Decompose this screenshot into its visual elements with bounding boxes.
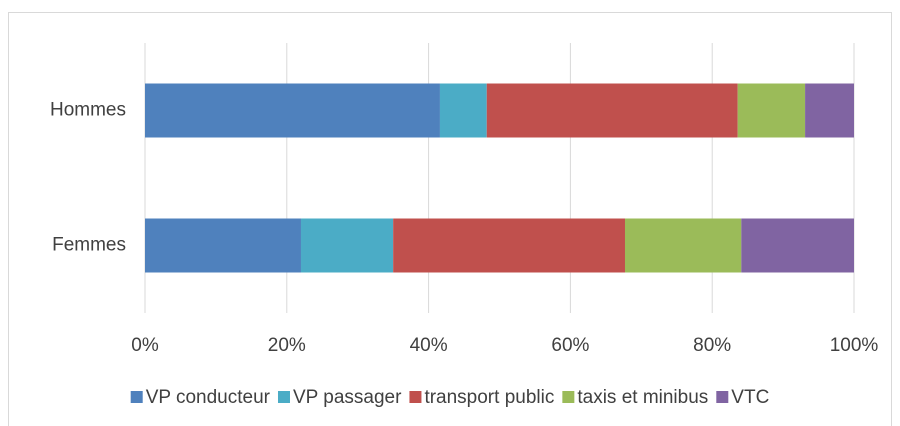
bar-segment (737, 83, 806, 138)
legend-swatch (409, 391, 422, 403)
x-tick-label: 80% (693, 335, 731, 356)
bar-segment (145, 83, 440, 138)
bar-segment (741, 218, 854, 273)
legend-label: VP passager (293, 387, 402, 408)
legend-label: VP conducteur (146, 387, 271, 408)
x-tick-label: 60% (551, 335, 589, 356)
bar-segment (300, 218, 394, 273)
bar-segment (393, 218, 625, 273)
y-tick-label: Hommes (50, 100, 126, 121)
x-tick-label: 0% (131, 335, 159, 356)
legend-label: taxis et minibus (577, 387, 708, 408)
bar-segment (805, 83, 854, 138)
y-tick-label: Femmes (52, 235, 126, 256)
bar-segment (486, 83, 738, 138)
x-tick-label: 40% (410, 335, 448, 356)
bar-segment (624, 218, 742, 273)
legend-label: transport public (424, 387, 554, 408)
legend-swatch (130, 391, 143, 403)
legend-label: VTC (731, 387, 769, 408)
bar-segment (439, 83, 487, 138)
x-tick-label: 20% (268, 335, 306, 356)
legend-swatch (716, 391, 729, 403)
legend-swatch (277, 391, 290, 403)
bar-segment (145, 218, 301, 273)
legend-swatch (562, 391, 575, 403)
chart-frame (8, 12, 892, 426)
x-tick-label: 100% (830, 335, 879, 356)
